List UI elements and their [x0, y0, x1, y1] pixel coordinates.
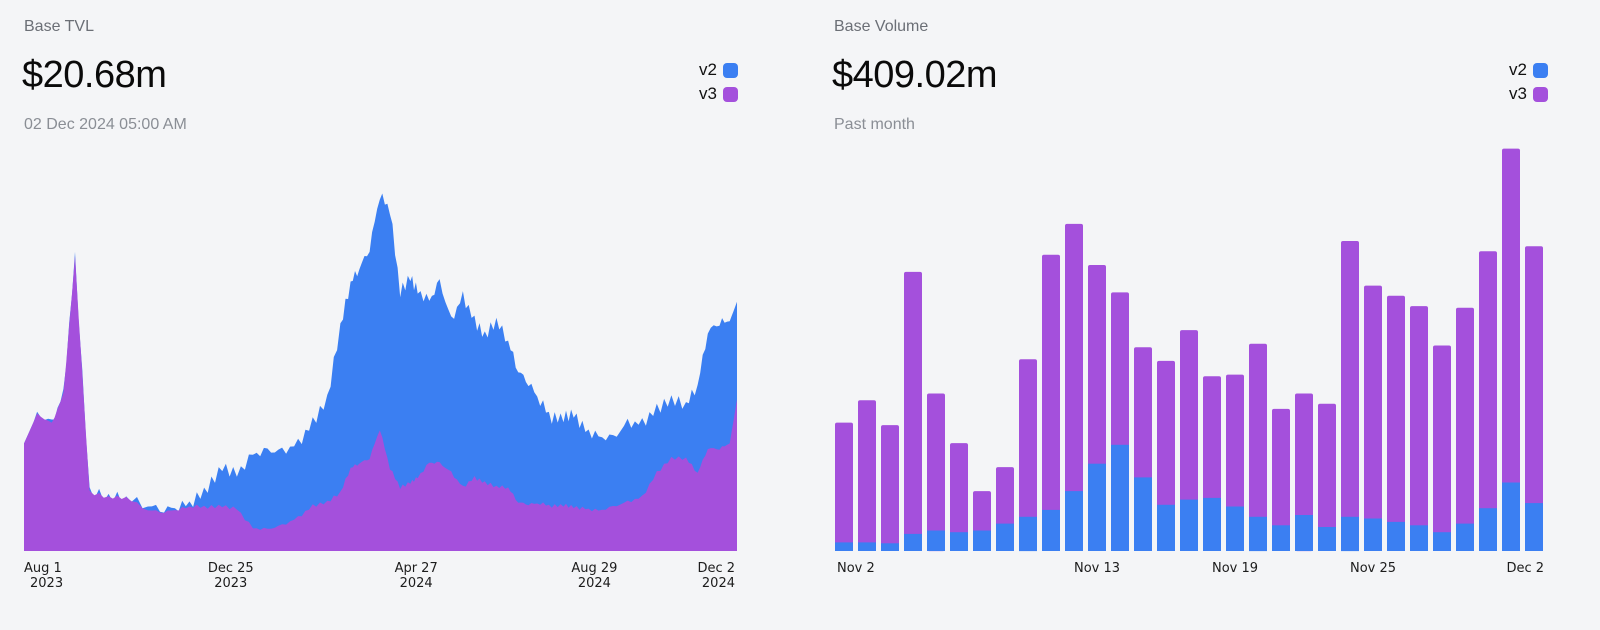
bar-v2[interactable]	[1456, 523, 1474, 551]
volume-title: Base Volume	[834, 18, 929, 35]
bar-v2[interactable]	[1387, 521, 1405, 551]
x-tick-year: 2024	[578, 576, 611, 591]
area-v2	[24, 193, 737, 551]
area-v3	[24, 256, 737, 551]
bar-v2[interactable]	[904, 533, 922, 551]
bar-v3[interactable]	[1065, 223, 1083, 551]
bar-v2[interactable]	[1042, 509, 1060, 551]
bar-v2[interactable]	[1364, 518, 1382, 552]
bar-v2[interactable]	[1180, 499, 1198, 551]
bar-v2[interactable]	[1226, 506, 1244, 552]
legend-label: v2	[1509, 60, 1527, 79]
bar-v2[interactable]	[881, 543, 899, 551]
legend-item-v3[interactable]: v3	[699, 82, 738, 106]
x-tick-label: Dec 2	[697, 561, 735, 576]
bar-v2[interactable]	[1525, 503, 1543, 551]
legend-swatch-v3	[1533, 86, 1548, 102]
bar-v2[interactable]	[1410, 525, 1428, 551]
bar-v3[interactable]	[1479, 251, 1497, 552]
bar-v2[interactable]	[1134, 477, 1152, 551]
bar-v2[interactable]	[1433, 532, 1451, 551]
bar-v2[interactable]	[1019, 516, 1037, 552]
legend-swatch-v2	[723, 62, 738, 78]
x-tick-label: Nov 19	[1212, 561, 1258, 576]
legend-swatch-v2	[1533, 62, 1548, 78]
legend-label: v2	[699, 60, 717, 79]
legend-item-v2[interactable]: v2	[1509, 58, 1548, 82]
bar-v3[interactable]	[1157, 360, 1175, 551]
x-tick-year: 2023	[214, 576, 247, 591]
tvl-title: Base TVL	[24, 18, 94, 35]
x-tick-year: 2024	[400, 576, 433, 591]
bar-v2[interactable]	[1203, 497, 1221, 551]
bar-v2[interactable]	[1318, 527, 1336, 551]
bar-v2[interactable]	[927, 530, 945, 552]
tvl-legend: v2 v3	[699, 58, 738, 106]
bar-v2[interactable]	[1249, 516, 1267, 552]
bar-v3[interactable]	[881, 425, 899, 551]
x-tick-label: Dec 25	[208, 561, 254, 576]
x-tick-label: Nov 2	[837, 561, 875, 576]
legend-item-v3[interactable]: v3	[1509, 82, 1548, 106]
bar-v3[interactable]	[1318, 403, 1336, 551]
bar-v3[interactable]	[1341, 241, 1359, 551]
volume-panel: Base Volume $409.02m Past month v2 v3 No…	[810, 0, 1570, 630]
legend-item-v2[interactable]: v2	[699, 58, 738, 82]
x-tick-label: Aug 29	[571, 561, 617, 576]
bar-v3[interactable]	[1249, 343, 1267, 551]
bar-v2[interactable]	[1088, 463, 1106, 551]
bar-v3[interactable]	[1295, 393, 1313, 552]
x-tick-label: Nov 13	[1074, 561, 1120, 576]
bar-v3[interactable]	[858, 400, 876, 551]
tvl-panel: Base TVL $20.68m 02 Dec 2024 05:00 AM v2…	[0, 0, 760, 630]
bar-v2[interactable]	[996, 523, 1014, 551]
bar-v3[interactable]	[1456, 307, 1474, 551]
x-tick-year: 2024	[702, 576, 735, 591]
bar-v3[interactable]	[1433, 345, 1451, 552]
bar-v2[interactable]	[858, 542, 876, 551]
bar-v2[interactable]	[1502, 482, 1520, 552]
bar-v3[interactable]	[927, 393, 945, 552]
x-tick-label: Nov 25	[1350, 561, 1396, 576]
volume-value: $409.02m	[832, 54, 998, 96]
volume-bar-chart[interactable]: Nov 2 Nov 13 Nov 19 Nov 25 Dec 2	[810, 0, 1600, 630]
bar-v2[interactable]	[1272, 525, 1290, 551]
bar-v3[interactable]	[1364, 285, 1382, 551]
bar-v2[interactable]	[950, 532, 968, 551]
bar-v2[interactable]	[1479, 508, 1497, 551]
legend-label: v3	[699, 84, 717, 103]
bar-v2[interactable]	[1295, 515, 1313, 551]
bar-v2[interactable]	[835, 542, 853, 551]
x-tick-label: Aug 1	[24, 561, 62, 576]
x-tick-label: Dec 2	[1506, 561, 1544, 576]
bar-v3[interactable]	[1410, 306, 1428, 551]
bar-v3[interactable]	[835, 422, 853, 551]
bar-v2[interactable]	[1341, 516, 1359, 552]
bar-v3[interactable]	[1502, 148, 1520, 551]
x-tick-label: Apr 27	[395, 561, 438, 576]
bar-v3[interactable]	[1180, 330, 1198, 551]
bar-v2[interactable]	[1157, 504, 1175, 551]
bar-v2[interactable]	[1065, 491, 1083, 551]
bar-v3[interactable]	[950, 443, 968, 551]
bar-v3[interactable]	[904, 271, 922, 551]
bar-v3[interactable]	[1019, 359, 1037, 551]
legend-label: v3	[1509, 84, 1527, 103]
x-tick-year: 2023	[30, 576, 63, 591]
tvl-value: $20.68m	[22, 54, 167, 96]
bar-v2[interactable]	[1111, 444, 1129, 551]
bar-v3[interactable]	[1525, 246, 1543, 551]
bar-v3[interactable]	[1042, 254, 1060, 551]
volume-period: Past month	[834, 116, 915, 133]
bar-v3[interactable]	[1387, 295, 1405, 551]
legend-swatch-v3	[723, 86, 738, 102]
bar-v2[interactable]	[973, 530, 991, 552]
bar-v3[interactable]	[1272, 408, 1290, 551]
tvl-timestamp: 02 Dec 2024 05:00 AM	[24, 116, 187, 133]
volume-legend: v2 v3	[1509, 58, 1548, 106]
